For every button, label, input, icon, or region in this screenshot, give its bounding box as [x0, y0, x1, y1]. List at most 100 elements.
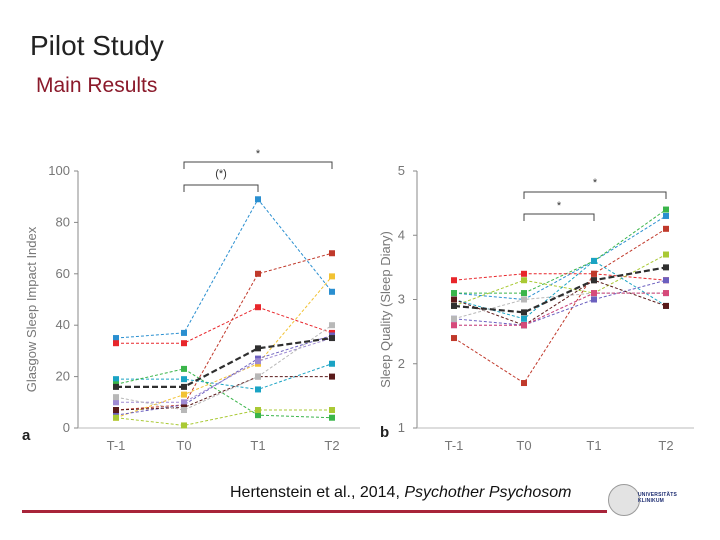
data-point — [181, 422, 187, 429]
data-point — [255, 407, 261, 414]
y-tick-label: 4 — [398, 227, 405, 242]
slide-subtitle: Main Results — [36, 74, 158, 97]
citation: Hertenstein et al., 2014, Psychother Psy… — [230, 484, 572, 502]
data-point — [451, 315, 457, 322]
data-point — [181, 383, 187, 390]
data-point — [521, 270, 527, 277]
y-tick-label: 3 — [398, 292, 405, 307]
y-tick-label: 0 — [63, 420, 70, 435]
series-line — [453, 279, 667, 326]
series-line — [116, 336, 333, 388]
logo-text-line: UNIVERSITÄTS — [638, 492, 678, 498]
logo-text: UNIVERSITÄTS KLINIKUM — [638, 492, 698, 510]
significance-label: * — [593, 177, 598, 189]
data-point — [181, 376, 187, 383]
y-tick-label: 1 — [398, 420, 405, 435]
data-point — [329, 407, 335, 414]
data-point — [329, 360, 335, 367]
series-line — [453, 215, 667, 301]
data-point — [521, 277, 527, 284]
significance-label: * — [256, 148, 261, 160]
significance-bracket — [183, 184, 259, 192]
data-point — [591, 296, 597, 303]
data-point — [181, 329, 187, 336]
data-point — [591, 257, 597, 264]
x-tick-label: T-1 — [107, 438, 126, 453]
data-point — [521, 309, 527, 316]
data-point — [255, 196, 261, 203]
data-point — [451, 290, 457, 297]
significance-bracket — [523, 191, 667, 199]
x-tick-label: T1 — [250, 438, 265, 453]
data-point — [663, 206, 669, 213]
series-line — [454, 292, 666, 326]
y-tick-label: 60 — [56, 266, 70, 281]
data-point — [329, 273, 335, 280]
data-point — [181, 340, 187, 347]
panel-label: a — [22, 427, 31, 444]
data-point — [329, 288, 335, 295]
data-point — [113, 414, 119, 421]
data-point — [521, 380, 527, 387]
y-tick-label: 80 — [56, 214, 70, 229]
data-point — [663, 264, 669, 271]
data-point — [255, 358, 261, 365]
data-point — [255, 304, 261, 311]
data-point — [181, 365, 187, 372]
data-point — [451, 302, 457, 309]
data-point — [521, 315, 527, 322]
significance-bracket — [183, 161, 333, 169]
x-tick-label: T2 — [658, 438, 673, 453]
citation-journal: Psychother Psychosom — [404, 484, 572, 501]
data-point — [329, 322, 335, 329]
data-point — [663, 302, 669, 309]
data-point — [181, 391, 187, 398]
x-tick-label: T-1 — [445, 438, 464, 453]
series-line — [454, 209, 667, 294]
series-line — [116, 363, 333, 390]
data-point — [663, 277, 669, 284]
data-point — [255, 373, 261, 380]
data-point — [451, 277, 457, 284]
data-point — [521, 322, 527, 329]
significance-label: (*) — [215, 168, 227, 180]
data-point — [255, 345, 261, 352]
data-point — [451, 335, 457, 342]
data-point — [255, 412, 261, 419]
data-point — [181, 407, 187, 414]
data-point — [113, 335, 119, 342]
slide-title: Pilot Study — [30, 30, 164, 61]
series-line — [453, 279, 667, 326]
data-point — [663, 251, 669, 258]
data-point — [255, 270, 261, 277]
data-point — [591, 277, 597, 284]
significance-bracket — [523, 213, 595, 221]
data-point — [451, 322, 457, 329]
y-tick-label: 5 — [398, 163, 405, 178]
series-line — [453, 266, 667, 314]
series-line — [115, 409, 332, 426]
x-tick-label: T0 — [516, 438, 531, 453]
data-point — [113, 394, 119, 401]
university-logo: UNIVERSITÄTS KLINIKUM — [608, 482, 700, 522]
citation-authors: Hertenstein et al., 2014, — [230, 484, 405, 501]
data-point — [329, 335, 335, 342]
data-point — [113, 399, 119, 406]
data-point — [113, 407, 119, 414]
series-line — [116, 306, 333, 344]
series-line — [453, 228, 667, 384]
data-point — [521, 296, 527, 303]
series-line — [116, 337, 333, 403]
significance-label: * — [557, 200, 562, 212]
data-point — [521, 290, 527, 297]
x-tick-label: T1 — [586, 438, 601, 453]
panel-label: b — [380, 424, 389, 441]
series-line — [115, 198, 333, 339]
data-point — [663, 212, 669, 219]
series-line — [115, 324, 333, 411]
series-line — [115, 252, 333, 411]
data-point — [113, 340, 119, 347]
y-axis-label: Glasgow Sleep Impact Index — [24, 226, 39, 392]
data-point — [329, 250, 335, 257]
